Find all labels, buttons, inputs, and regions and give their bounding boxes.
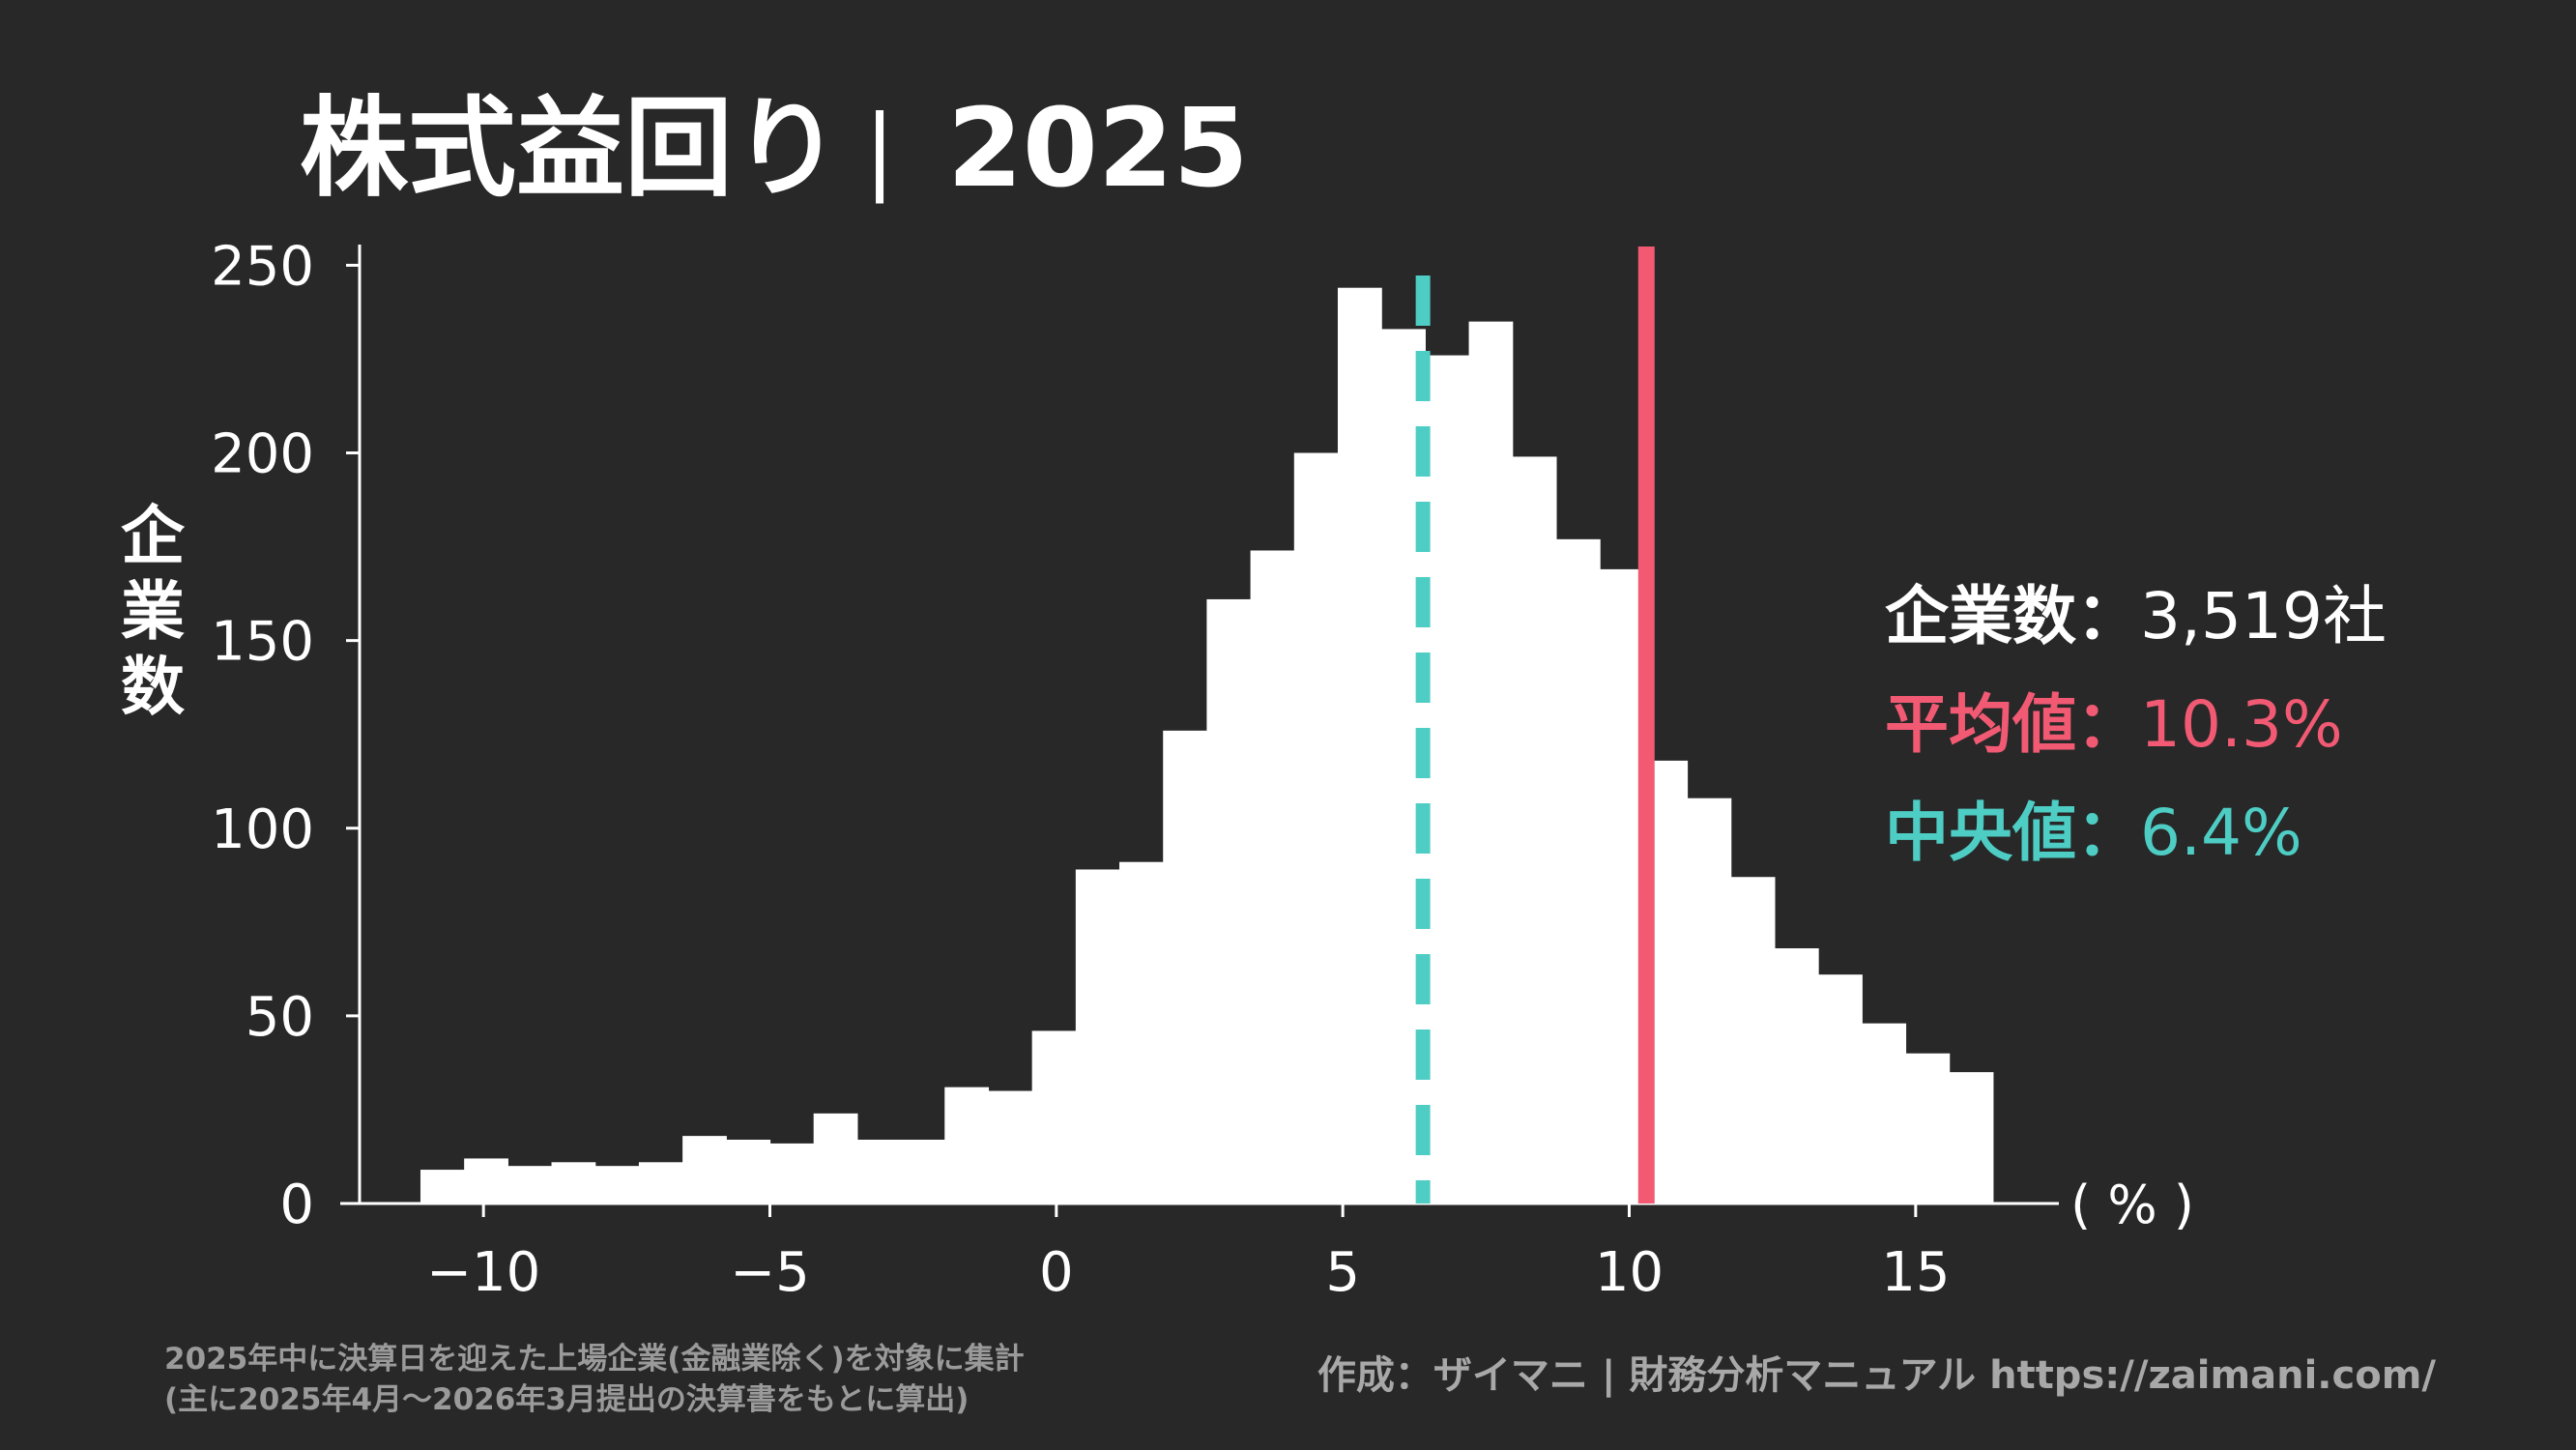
chart-title: 株式益回り	[300, 86, 841, 212]
histogram-bar	[1206, 598, 1252, 1204]
histogram-bar	[856, 1140, 902, 1204]
legend-count-separator: ：	[2076, 579, 2140, 653]
y-tick-label: 50	[246, 986, 314, 1049]
histogram-bar	[813, 1113, 858, 1204]
x-axis-unit: ( % )	[2070, 1174, 2194, 1235]
histogram-bar	[1468, 321, 1514, 1204]
histogram-bar	[1730, 877, 1776, 1204]
x-tick-label: 15	[1881, 1241, 1950, 1304]
histogram-bar	[1075, 869, 1120, 1204]
histogram-bar	[551, 1162, 596, 1204]
histogram-bar	[988, 1090, 1033, 1204]
histogram-bar	[1512, 456, 1557, 1204]
y-axis-label: 企業数	[121, 499, 186, 724]
histogram-bar	[464, 1158, 508, 1204]
legend-mean-value: 10.3%	[2140, 687, 2343, 762]
chart-title-year: 2025	[947, 86, 1249, 212]
histogram-bar	[594, 1166, 640, 1204]
legend-median-separator: ：	[2076, 796, 2140, 870]
stats-legend: 企業数：3,519社 平均値：10.3% 中央値：6.4%	[1885, 579, 2387, 870]
x-tick-label: 0	[1039, 1241, 1074, 1304]
legend-count-value: 3,519社	[2140, 579, 2387, 653]
histogram-bars	[420, 287, 1994, 1204]
y-tick-label: 250	[211, 235, 314, 298]
histogram-bar	[769, 1143, 815, 1204]
footnote-line-2: (主に2025年4月〜2026年3月提出の決算書をもとに算出)	[164, 1382, 969, 1417]
histogram-bar	[1293, 452, 1339, 1204]
histogram-bar	[1862, 1023, 1907, 1204]
credit: 作成：ザイマニ | 財務分析マニュアル https://zaimani.com/	[1317, 1353, 2436, 1399]
histogram-bar	[1949, 1072, 1994, 1204]
histogram-bar	[1818, 974, 1863, 1204]
histogram-bar	[944, 1087, 990, 1204]
footnote-line-1: 2025年中に決算日を迎えた上場企業(金融業除く)を対象に集計	[164, 1342, 1025, 1377]
legend-count-label: 企業数	[1885, 579, 2076, 653]
histogram-bar	[1425, 355, 1470, 1204]
histogram-bar	[1555, 538, 1601, 1204]
histogram-bar	[1337, 287, 1382, 1204]
x-tick-label: 5	[1325, 1241, 1360, 1304]
histogram-bar	[726, 1140, 771, 1204]
histogram-bar	[420, 1170, 465, 1204]
histogram-bar	[638, 1162, 683, 1204]
histogram-bar	[1250, 550, 1295, 1204]
legend-median-label: 中央値	[1885, 796, 2076, 870]
histogram-bar	[682, 1136, 727, 1204]
histogram-bar	[1600, 568, 1644, 1204]
histogram-bar	[1774, 948, 1819, 1204]
y-tick-label: 200	[211, 423, 314, 486]
x-tick-label: −10	[426, 1241, 540, 1304]
chart-title-separator: |	[864, 96, 895, 205]
reference-lines	[1415, 246, 1655, 1204]
histogram-bar	[1163, 730, 1208, 1204]
y-tick-label: 0	[279, 1174, 314, 1236]
histogram-bar	[1687, 798, 1732, 1204]
histogram-bar	[901, 1140, 945, 1204]
histogram-bar	[1031, 1030, 1077, 1204]
x-tick-label: −5	[730, 1241, 810, 1304]
legend-mean-label: 平均値	[1885, 687, 2076, 762]
legend-count: 企業数：3,519社	[1885, 579, 2387, 653]
histogram-bar	[1905, 1053, 1951, 1204]
legend-median-value: 6.4%	[2140, 796, 2302, 870]
histogram-bar	[507, 1166, 553, 1204]
y-tick-label: 100	[211, 798, 314, 861]
legend-median: 中央値：6.4%	[1885, 796, 2302, 870]
legend-mean: 平均値：10.3%	[1885, 687, 2343, 762]
y-tick-label: 150	[211, 611, 314, 674]
x-tick-label: 10	[1595, 1241, 1664, 1304]
histogram-bar	[1119, 861, 1164, 1204]
legend-mean-separator: ：	[2076, 687, 2140, 762]
